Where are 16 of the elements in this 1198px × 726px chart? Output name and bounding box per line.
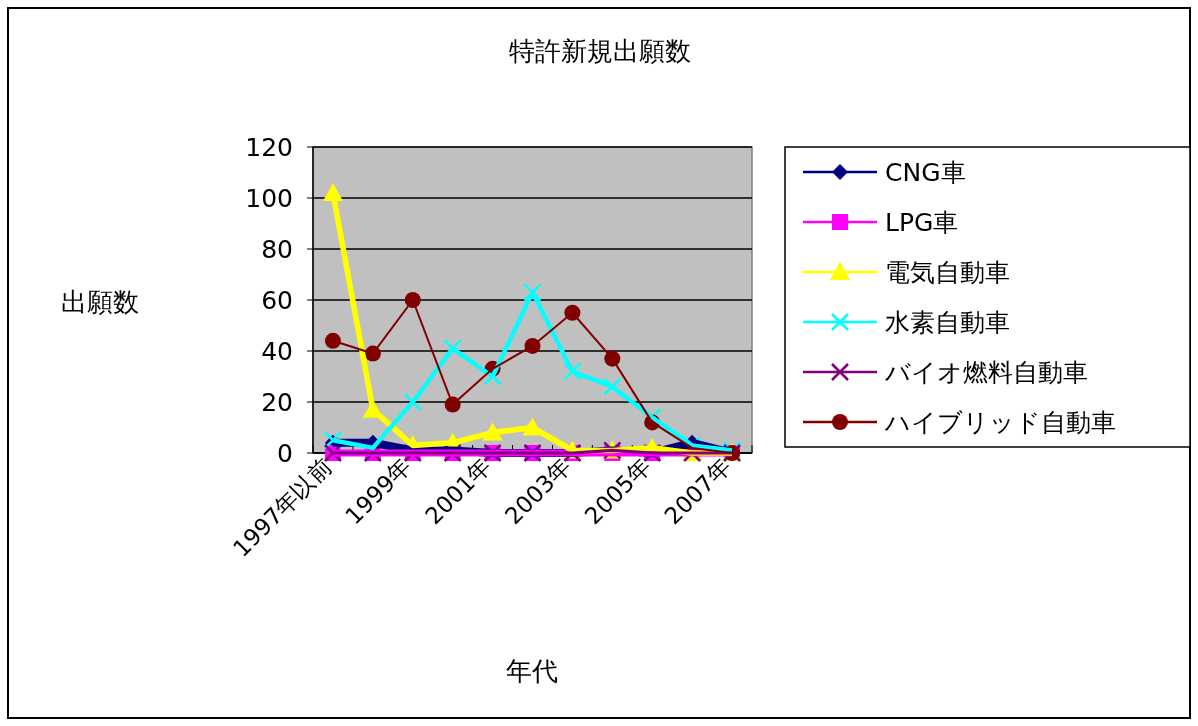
legend-label: 水素自動車 [885,308,1010,337]
chart-title: 特許新規出願数 [509,36,691,66]
y-tick-label: 0 [277,439,293,468]
legend-label: CNG車 [885,158,966,187]
x-axis-title: 年代 [506,656,558,686]
y-tick-label: 40 [261,337,293,366]
y-tick-label: 120 [245,133,293,162]
y-tick-label: 20 [261,388,293,417]
legend-label: 電気自動車 [885,258,1010,287]
legend-label: バイオ燃料自動車 [884,358,1088,387]
y-axis-title: 出願数 [61,287,139,317]
y-tick-label: 100 [245,184,293,213]
legend-label: ハイブリッド自動車 [884,408,1116,437]
legend-label: LPG車 [885,208,959,237]
y-tick-label: 60 [261,286,293,315]
y-tick-label: 80 [261,235,293,264]
